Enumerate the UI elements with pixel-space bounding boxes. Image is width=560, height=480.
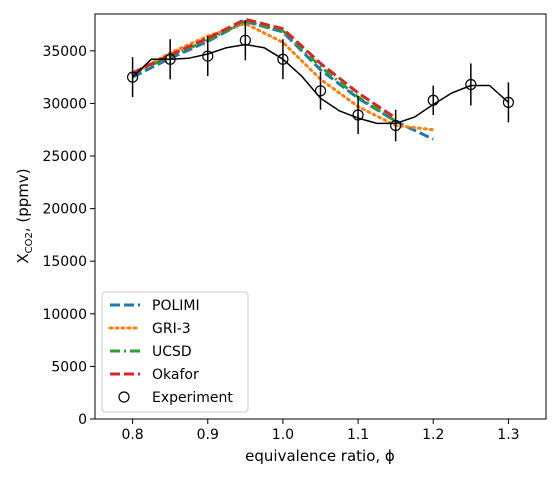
y-axis-label-main: X bbox=[14, 253, 32, 263]
series-line-okafor bbox=[131, 17, 397, 120]
legend-label: UCSD bbox=[152, 344, 192, 360]
legend-label: POLIMI bbox=[152, 298, 200, 314]
legend-box bbox=[101, 291, 249, 413]
experiment-point bbox=[239, 34, 251, 46]
y-tick-label: 5000 bbox=[51, 359, 87, 375]
legend-label: Okafor bbox=[152, 367, 199, 383]
plot-frame bbox=[94, 13, 547, 420]
legend-swatch bbox=[118, 391, 130, 403]
x-tick-label: 1.1 bbox=[347, 427, 369, 443]
y-axis-ticks: 0 5000 10000 15000 20000 25000 30000 35000 bbox=[42, 44, 95, 428]
experiment-point bbox=[202, 50, 214, 62]
y-tick-label: 30000 bbox=[42, 96, 87, 112]
y-axis-label-sub: CO2 bbox=[24, 232, 35, 253]
legend-label: Experiment bbox=[152, 390, 233, 406]
x-tick-label: 1.0 bbox=[272, 427, 294, 443]
experiment-point bbox=[277, 53, 289, 65]
legend: POLIMI GRI-3 UCSD Okafor Experiment bbox=[101, 291, 249, 413]
y-tick-label: 25000 bbox=[42, 149, 87, 165]
experiment-group bbox=[126, 20, 515, 142]
experiment-point bbox=[502, 96, 515, 108]
experiment-point bbox=[465, 78, 477, 91]
y-axis-label-rest: , (ppmv) bbox=[14, 168, 32, 232]
experiment-point bbox=[427, 94, 439, 106]
y-axis-label: XCO2, (ppmv) bbox=[14, 168, 35, 263]
experiment-point bbox=[352, 109, 364, 121]
experiment-point bbox=[126, 71, 139, 83]
x-tick-label: 1.3 bbox=[497, 427, 519, 443]
y-tick-label: 0 bbox=[78, 412, 87, 428]
y-tick-label: 10000 bbox=[42, 307, 87, 323]
series-group bbox=[131, 17, 435, 141]
y-tick-label: 20000 bbox=[42, 202, 87, 218]
legend-label: GRI-3 bbox=[152, 321, 191, 337]
x-tick-label: 1.2 bbox=[422, 427, 444, 443]
x-axis-ticks: 0.8 0.9 1.0 1.1 1.2 1.3 bbox=[121, 419, 520, 443]
y-tick-label: 35000 bbox=[42, 44, 87, 60]
series-line-polimi bbox=[131, 19, 434, 141]
x-tick-label: 0.9 bbox=[197, 427, 219, 443]
x-tick-label: 0.8 bbox=[121, 427, 143, 443]
experiment-point bbox=[390, 119, 402, 132]
series-line-gri-3 bbox=[131, 22, 435, 132]
experiment-point bbox=[314, 85, 327, 97]
y-tick-label: 15000 bbox=[42, 254, 87, 270]
experiment-point bbox=[164, 53, 176, 65]
x-axis-label: equivalence ratio, ϕ bbox=[245, 447, 395, 465]
